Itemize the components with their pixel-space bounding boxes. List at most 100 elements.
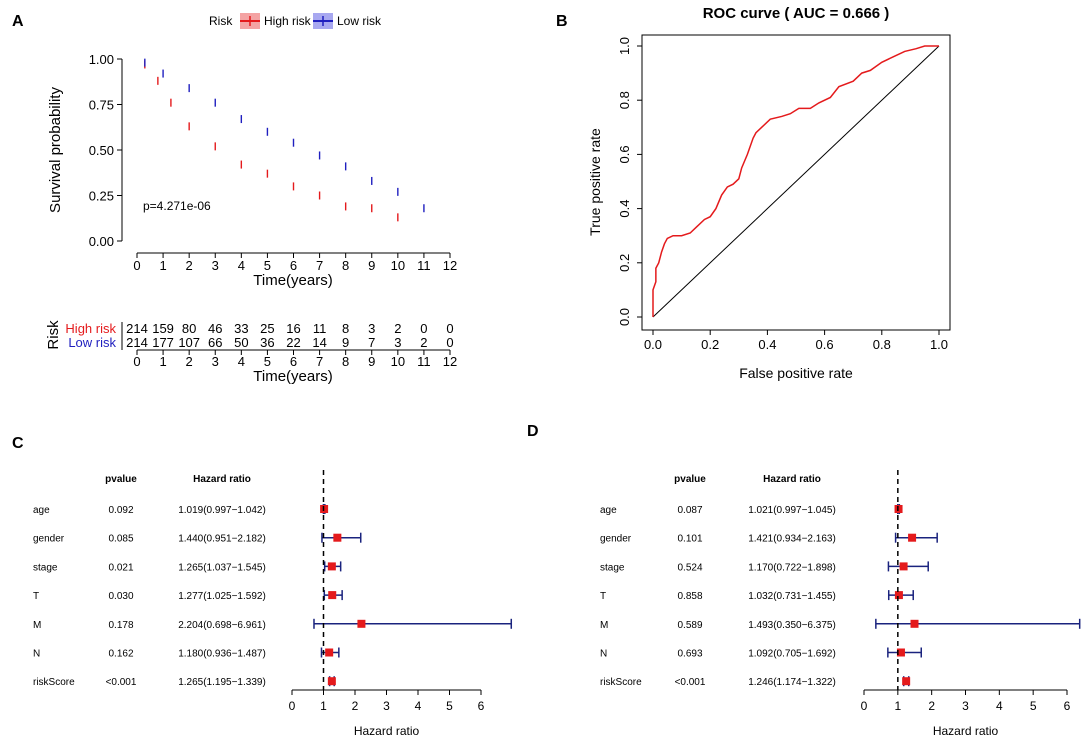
header-pvalue: pvalue — [105, 474, 137, 485]
x-tick-label: 5 — [264, 258, 271, 273]
row-hr-text: 1.246(1.174−1.322) — [748, 677, 836, 688]
row-label: gender — [33, 534, 65, 545]
row-hr-text: 1.180(0.936−1.487) — [178, 649, 266, 660]
x-tick-label: 0.4 — [758, 337, 776, 352]
risk-count: 3 — [368, 321, 375, 336]
row-pvalue: 0.589 — [677, 620, 702, 631]
x-tick-label: 4 — [996, 699, 1003, 713]
risk-x-tick-label: 0 — [133, 354, 140, 369]
y-tick-label: 0.6 — [617, 145, 632, 163]
risk-x-tick-label: 2 — [186, 354, 193, 369]
hr-point — [899, 562, 908, 571]
row-pvalue: 0.693 — [677, 649, 702, 660]
x-tick-label: 6 — [478, 699, 485, 713]
risk-count: 0 — [446, 335, 453, 350]
risk-count: 214 — [126, 335, 148, 350]
hr-point — [910, 619, 919, 628]
row-pvalue: 0.162 — [108, 649, 133, 660]
hr-point — [327, 677, 336, 686]
panel-label-d: D — [527, 423, 539, 440]
x-tick-label: 10 — [391, 258, 405, 273]
forest-plot-d: pvalue Hazard ratio age 0.087 1.021(0.997−1.… — [600, 470, 1081, 738]
row-label: N — [600, 649, 607, 660]
row-hr-text: 2.204(0.698−6.961) — [178, 620, 266, 631]
risk-count: 214 — [126, 321, 148, 336]
row-hr-text: 1.019(0.997−1.042) — [178, 505, 266, 516]
row-hr-text: 1.277(1.025−1.592) — [178, 591, 266, 602]
header-hazard-ratio: Hazard ratio — [763, 474, 821, 485]
hr-point — [333, 533, 342, 542]
hr-point — [327, 562, 336, 571]
risk-x-tick-label: 7 — [316, 354, 323, 369]
risk-x-tick-label: 10 — [391, 354, 405, 369]
row-label: M — [600, 620, 608, 631]
y-tick-label: 0.75 — [89, 98, 114, 113]
row-pvalue: 0.030 — [108, 591, 133, 602]
x-tick-label: 9 — [368, 258, 375, 273]
x-axis-title: Hazard ratio — [354, 724, 420, 736]
x-tick-label: 3 — [212, 258, 219, 273]
row-pvalue: <0.001 — [675, 677, 706, 688]
x-tick-label: 6 — [290, 258, 297, 273]
row-hr-text: 1.170(0.722−1.898) — [748, 562, 836, 573]
risk-count: 2 — [420, 335, 427, 350]
legend-title: Risk — [209, 14, 233, 28]
row-hr-text: 1.265(1.195−1.339) — [178, 677, 266, 688]
risk-count: 36 — [260, 335, 274, 350]
x-tick-label: 0.8 — [873, 337, 891, 352]
row-pvalue: 0.178 — [108, 620, 133, 631]
y-tick-label: 1.0 — [617, 37, 632, 55]
risk-count: 22 — [286, 335, 300, 350]
x-tick-label: 2 — [352, 699, 359, 713]
reference-diagonal — [652, 45, 940, 318]
row-pvalue: 0.101 — [677, 534, 702, 545]
risk-x-tick-label: 5 — [264, 354, 271, 369]
y-tick-label: 0.2 — [617, 254, 632, 272]
y-tick-label: 0.0 — [617, 308, 632, 326]
x-tick-label: 2 — [186, 258, 193, 273]
x-tick-label: 8 — [342, 258, 349, 273]
risk-x-tick-label: 1 — [159, 354, 166, 369]
x-tick-label: 0.6 — [816, 337, 834, 352]
row-hr-text: 1.493(0.350−6.375) — [748, 620, 836, 631]
risk-x-tick-label: 6 — [290, 354, 297, 369]
x-tick-label: 4 — [238, 258, 245, 273]
risk-count: 159 — [152, 321, 174, 336]
panel-label-c: C — [12, 435, 24, 452]
x-tick-label: 3 — [383, 699, 390, 713]
risk-count: 11 — [313, 321, 327, 336]
row-label: stage — [600, 562, 625, 573]
hr-point — [894, 591, 903, 600]
x-tick-label: 11 — [417, 258, 431, 273]
risk-x-tick-label: 12 — [443, 354, 457, 369]
y-axis-title: Survival probability — [47, 87, 64, 213]
x-tick-label: 0.2 — [701, 337, 719, 352]
km-survival-panel: 0.000.250.500.751.000 1 2 3 4 5 6 7 8 9 10 11 12Time… — [45, 13, 457, 385]
row-pvalue: 0.858 — [677, 591, 702, 602]
x-tick-label: 0.0 — [644, 337, 662, 352]
row-label: T — [33, 591, 39, 602]
risk-x-tick-label: 8 — [342, 354, 349, 369]
risk-count: 80 — [182, 321, 196, 336]
x-tick-label: 0 — [861, 699, 868, 713]
row-label: stage — [33, 562, 58, 573]
row-pvalue: 0.087 — [677, 505, 702, 516]
row-pvalue: 0.092 — [108, 505, 133, 516]
risk-count: 33 — [234, 321, 248, 336]
row-label: age — [600, 505, 617, 516]
risk-table-title: Risk — [45, 320, 62, 350]
x-tick-label: 5 — [1030, 699, 1037, 713]
risk-count: 66 — [208, 335, 222, 350]
x-tick-label: 6 — [1064, 699, 1071, 713]
row-label: riskScore — [33, 677, 75, 688]
risk-count: 3 — [394, 335, 401, 350]
risk-count: 0 — [420, 321, 427, 336]
risk-count: 107 — [178, 335, 200, 350]
x-tick-label: 4 — [415, 699, 422, 713]
row-label: gender — [600, 534, 632, 545]
x-tick-label: 0 — [133, 258, 140, 273]
risk-count: 2 — [394, 321, 401, 336]
risk-count: 0 — [446, 321, 453, 336]
row-hr-text: 1.092(0.705−1.692) — [748, 649, 836, 660]
